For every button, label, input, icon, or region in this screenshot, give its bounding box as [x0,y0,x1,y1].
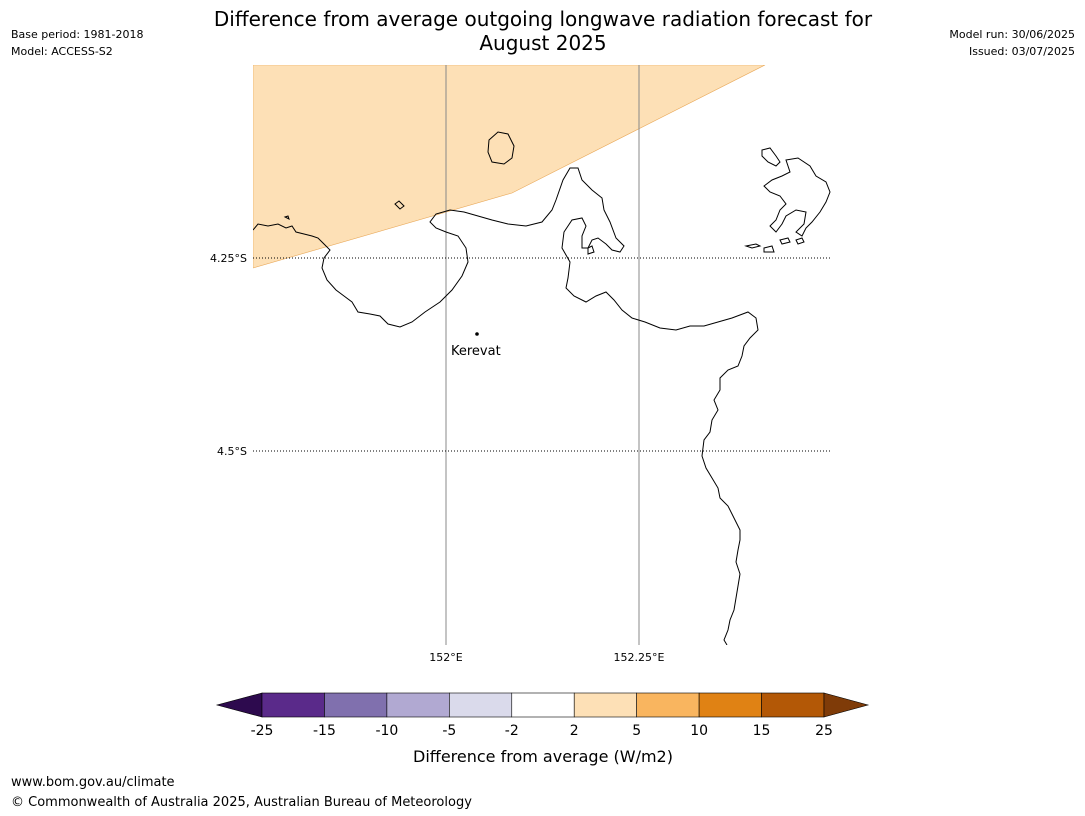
coastline-west-peninsula [253,167,759,645]
colorbar-tick-label: 15 [753,723,771,739]
colorbar-segment [573,692,637,718]
title-line-1: Difference from average outgoing longwav… [213,7,873,31]
colorbar-tick-label: -25 [251,723,274,739]
colorbar-segment [324,692,388,718]
model-name: Model: ACCESS-S2 [11,45,113,58]
place-label: Kerevat [451,344,501,359]
issued-date: Issued: 03/07/2025 [968,45,1075,58]
colorbar-segment [386,692,450,718]
footer-copyright: © Commonwealth of Australia 2025, Austra… [11,795,472,810]
colorbar-tick-label: -5 [442,723,456,739]
colorbar-tick-label: 5 [632,723,641,739]
colorbar-tick-label: 10 [690,723,708,739]
map-area [253,65,832,645]
header-right: Model run: 30/06/2025 Issued: 03/07/2025 [949,26,1075,60]
island-small-2 [283,215,290,220]
colorbar-tick-label: -15 [313,723,336,739]
kerevat-marker [475,332,479,336]
duke-of-york-islands [744,147,831,253]
coastline [253,131,831,645]
colorbar-tick-label: 2 [570,723,579,739]
island-north [487,131,515,165]
header-left: Base period: 1981-2018 Model: ACCESS-S2 [11,26,143,60]
colorbar-extend-low [215,692,263,718]
colorbar-tick-label: 25 [815,723,833,739]
title-line-2: August 2025 [479,31,607,55]
colorbar-ticks: -25 -15 -10 -5 -2 2 5 10 15 25 [251,723,833,739]
colorbar-tick-label: -2 [505,723,519,739]
colorbar [215,692,870,718]
island-small-3 [587,245,595,255]
colorbar-segment [261,692,325,718]
island-small-1 [394,200,405,210]
colorbar-segment [698,692,762,718]
colorbar-segment [449,692,513,718]
lat-label-4-5: 4.5°S [217,445,247,458]
lat-label-4-25: 4.25°S [210,252,247,265]
map-title: Difference from average outgoing longwav… [185,7,901,55]
lon-label-152-25: 152.25°E [614,651,665,664]
model-run: Model run: 30/06/2025 [949,28,1075,41]
anomaly-region [253,65,766,269]
footer-url: www.bom.gov.au/climate [11,775,175,790]
colorbar-extend-high [823,692,870,718]
colorbar-segment [511,692,575,718]
colorbar-segment [761,692,825,718]
lon-label-152: 152°E [429,651,462,664]
base-period: Base period: 1981-2018 [11,28,144,41]
colorbar-segment [636,692,700,718]
colorbar-tick-label: -10 [375,723,398,739]
colorbar-title: Difference from average (W/m2) [413,747,673,766]
